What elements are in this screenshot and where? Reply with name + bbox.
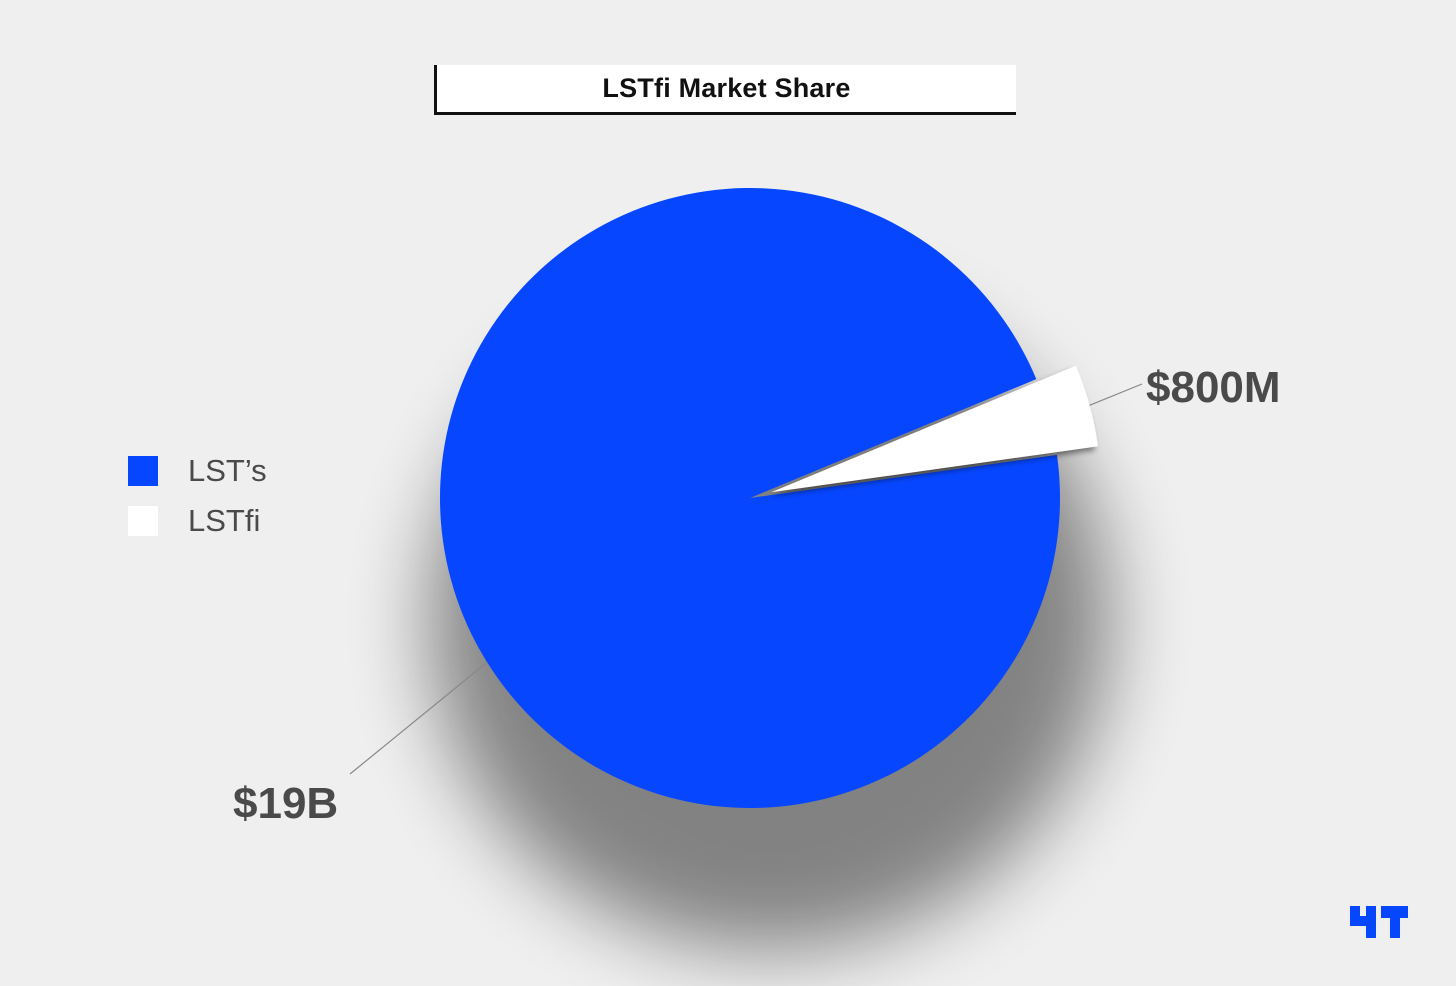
data-label-lstfi: $800M — [1146, 363, 1281, 412]
data-label-lsts: $19B — [233, 779, 338, 828]
chart-title: LSTfi Market Share — [602, 73, 851, 103]
pie-slice-lstfi — [771, 365, 1099, 493]
legend-item-lstfi: LSTfi — [128, 496, 267, 546]
leader-line-lsts — [349, 661, 488, 775]
legend-label-lsts: LST’s — [188, 453, 267, 488]
brand-logo-icon — [1350, 906, 1408, 938]
legend: LST’s LSTfi — [128, 446, 267, 546]
legend-swatch-lsts — [128, 456, 158, 486]
pie-slice-lsts — [440, 187, 1061, 808]
leader-line-lstfi — [1089, 383, 1143, 406]
legend-label-lstfi: LSTfi — [188, 503, 261, 538]
chart-title-box: LSTfi Market Share — [434, 65, 1016, 115]
legend-item-lsts: LST’s — [128, 446, 267, 496]
legend-swatch-lstfi — [128, 506, 158, 536]
